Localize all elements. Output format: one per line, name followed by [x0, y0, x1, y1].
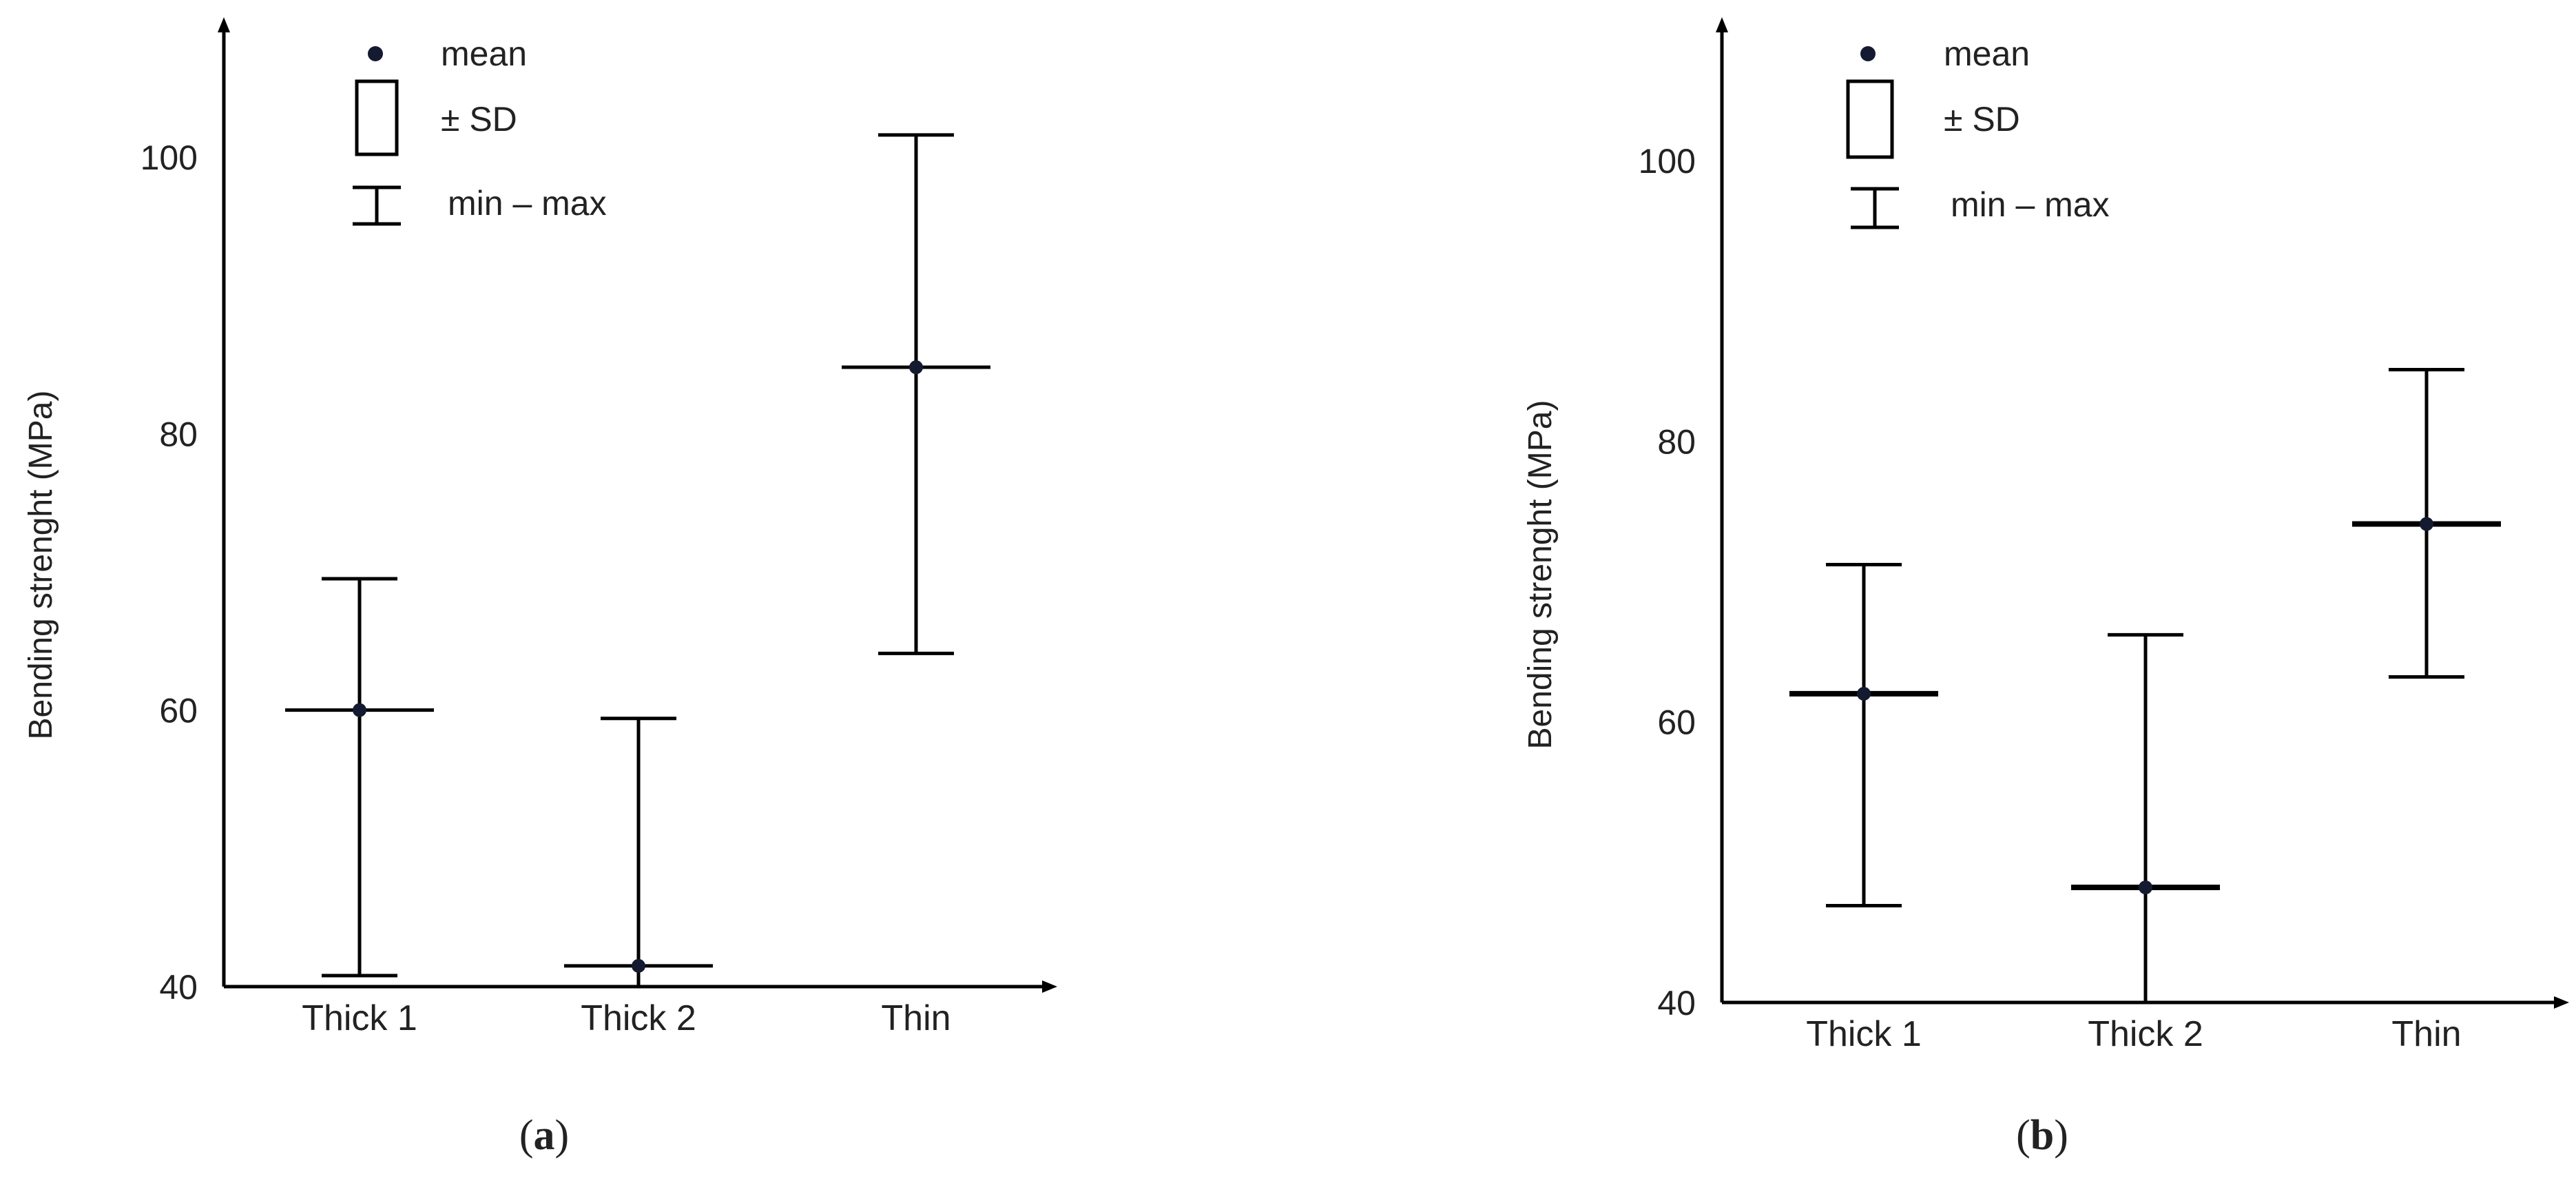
legend-range-label: min – max	[1951, 185, 2110, 224]
legend-sd-box-icon	[355, 79, 399, 156]
x-tick-label: Thick 1	[1806, 1014, 1922, 1054]
legend-sd-label: ± SD	[1944, 100, 2020, 138]
y-tick-label: 60	[1657, 703, 1696, 742]
panel-label: (b)	[2016, 1112, 2068, 1159]
y-tick-label: 40	[1657, 984, 1696, 1022]
legend-mean-label: mean	[1944, 34, 2030, 73]
legend-sd-label: ± SD	[441, 100, 517, 138]
mean-point	[2420, 517, 2433, 531]
x-tick-label: Thin	[2391, 1014, 2461, 1054]
legend-range-label: min – max	[448, 184, 607, 223]
mean-point	[909, 360, 923, 375]
x-tick-label: Thick 2	[2088, 1014, 2203, 1054]
x-axis-arrow-icon	[1042, 980, 1057, 993]
legend-sd-box-icon	[1846, 79, 1894, 159]
y-axis-arrow-icon	[218, 17, 230, 32]
y-tick-label: 100	[141, 138, 198, 177]
y-tick-label: 100	[1639, 142, 1696, 181]
y-tick-label: 40	[159, 968, 198, 1007]
mean-point	[353, 703, 366, 717]
y-tick-label: 60	[159, 692, 198, 730]
y-tick-label: 80	[159, 415, 198, 453]
x-tick-label: Thick 1	[302, 998, 417, 1038]
y-axis-label: Bending strenght (MPa)	[1522, 400, 1559, 750]
x-axis-arrow-icon	[2554, 996, 2569, 1009]
x-tick-label: Thin	[881, 998, 951, 1038]
mean-point	[2139, 880, 2152, 894]
y-axis-arrow-icon	[1716, 17, 1728, 32]
panel-label: (a)	[519, 1112, 569, 1159]
x-tick-label: Thick 2	[581, 998, 696, 1038]
y-tick-label: 80	[1657, 422, 1696, 461]
mean-point	[632, 958, 645, 973]
legend-mean-dot-icon	[368, 46, 383, 61]
y-axis-label: Bending strenght (MPa)	[23, 391, 59, 740]
legend-mean-dot-icon	[1860, 46, 1876, 61]
legend-mean-label: mean	[441, 34, 527, 73]
mean-point	[1857, 686, 1871, 701]
